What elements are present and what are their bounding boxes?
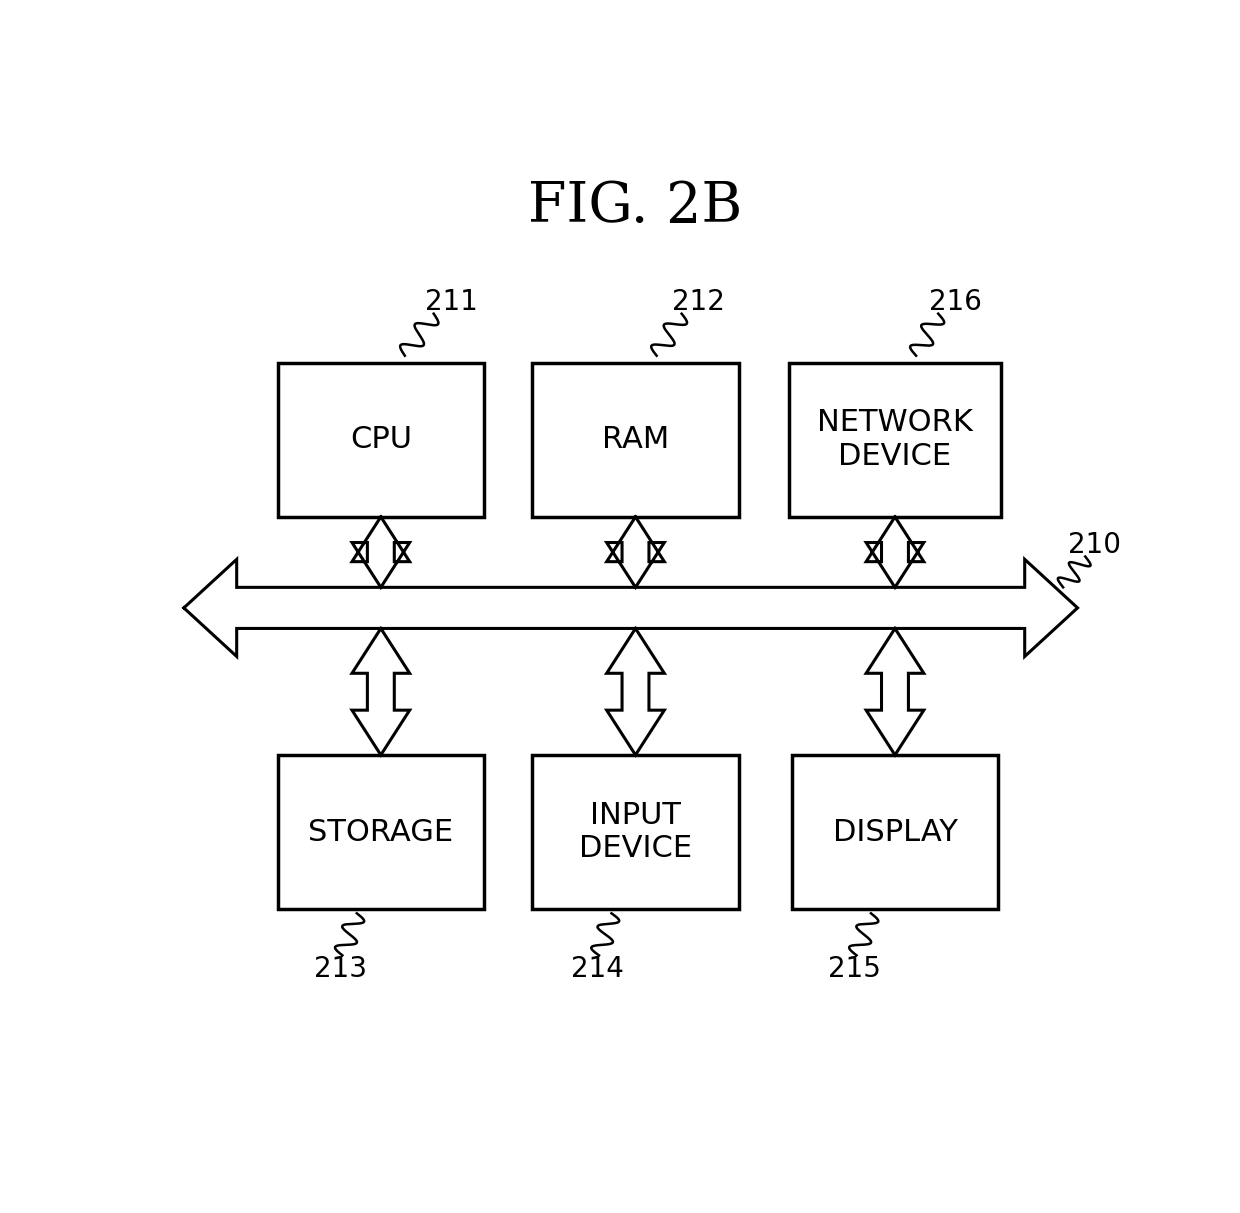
Text: CPU: CPU	[350, 426, 412, 455]
Text: 216: 216	[929, 289, 982, 317]
Text: NETWORK
DEVICE: NETWORK DEVICE	[817, 409, 973, 471]
Polygon shape	[352, 628, 409, 754]
Bar	[278, 754, 484, 909]
Text: DISPLAY: DISPLAY	[832, 818, 957, 847]
Polygon shape	[352, 517, 409, 587]
Bar	[791, 754, 998, 909]
Polygon shape	[606, 628, 665, 754]
Text: FIG. 2B: FIG. 2B	[528, 178, 743, 234]
Text: 214: 214	[570, 956, 624, 984]
Text: RAM: RAM	[601, 426, 670, 455]
Bar	[532, 363, 739, 517]
Bar	[532, 754, 739, 909]
Bar	[789, 363, 1001, 517]
Polygon shape	[866, 517, 924, 587]
Bar	[278, 363, 484, 517]
Text: 213: 213	[314, 956, 367, 984]
Text: INPUT
DEVICE: INPUT DEVICE	[579, 801, 692, 864]
Polygon shape	[606, 517, 665, 587]
Text: 215: 215	[828, 956, 882, 984]
Polygon shape	[184, 559, 1078, 656]
Text: 210: 210	[1069, 531, 1121, 559]
Text: 211: 211	[424, 289, 477, 317]
Polygon shape	[866, 628, 924, 754]
Text: 212: 212	[672, 289, 725, 317]
Text: STORAGE: STORAGE	[309, 818, 454, 847]
